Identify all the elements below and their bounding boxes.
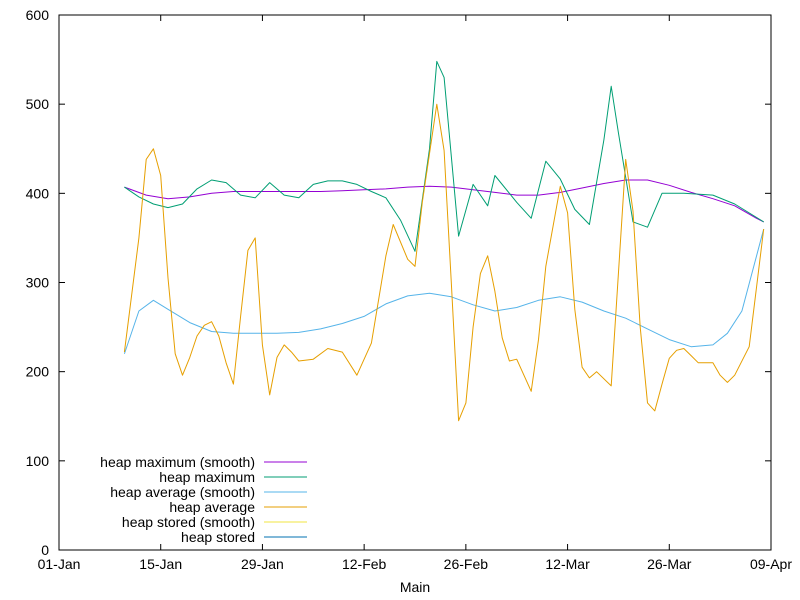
x-tick-label: 12-Feb <box>342 556 387 572</box>
legend-label: heap average <box>169 499 255 515</box>
y-tick-label: 100 <box>26 453 50 469</box>
x-tick-label: 26-Feb <box>444 556 489 572</box>
x-tick-label: 01-Jan <box>38 556 81 572</box>
y-tick-label: 200 <box>26 364 50 380</box>
y-tick-label: 400 <box>26 185 50 201</box>
series-lines <box>123 60 765 422</box>
series-line-2 <box>123 228 765 354</box>
legend-label: heap stored (smooth) <box>122 514 255 530</box>
y-tick-label: 500 <box>26 96 50 112</box>
legend-label: heap maximum <box>159 469 255 485</box>
legend-label: heap stored <box>181 529 255 545</box>
series-line-1 <box>124 60 764 252</box>
x-tick-label: 09-Apr <box>750 556 792 572</box>
x-tick-label: 12-Mar <box>545 556 590 572</box>
x-axis-label: Main <box>400 579 430 595</box>
series-line-0 <box>124 179 764 223</box>
legend-label: heap average (smooth) <box>110 484 255 500</box>
axis-ticks: 0 100 200 300 400 500 600 01-Jan 15-Jan 29-Jan 12-… <box>26 7 793 572</box>
y-tick-label: 300 <box>26 275 50 291</box>
y-tick-label: 0 <box>41 542 49 558</box>
series-line-3 <box>123 103 765 422</box>
x-tick-label: 15-Jan <box>139 556 182 572</box>
x-tick-label: 26-Mar <box>647 556 692 572</box>
legend-label: heap maximum (smooth) <box>100 454 255 470</box>
x-tick-label: 29-Jan <box>241 556 284 572</box>
y-tick-label: 600 <box>26 7 50 23</box>
